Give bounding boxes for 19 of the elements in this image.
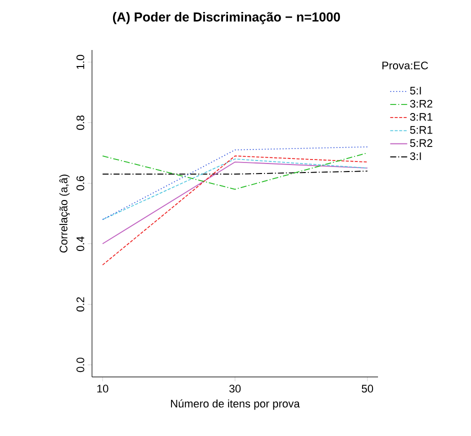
legend-title: Prova:EC: [382, 62, 428, 70]
y-tick-label: 0.4: [76, 236, 84, 251]
chart-title: (A) Poder de Discriminação − n=1000: [112, 12, 340, 24]
legend-label: 3:I: [410, 152, 421, 160]
y-tick-label: 0.8: [76, 116, 84, 130]
x-tick-label: 10: [97, 384, 108, 393]
legend-label: 3:R1: [410, 113, 432, 121]
y-tick-label: 0.2: [76, 297, 84, 312]
legend-label: 5:I: [410, 86, 421, 95]
y-tick-label: 0.0: [76, 358, 84, 372]
legend-label: 5:R1: [410, 126, 432, 134]
legend-label: 5:R2: [410, 139, 432, 147]
y-axis-title: Correlação (a,â): [59, 174, 70, 253]
legend-label: 3:R2: [410, 100, 432, 108]
x-tick-label: 30: [229, 384, 241, 393]
x-axis-title: Número de itens por prova: [171, 399, 300, 410]
x-tick-label: 50: [362, 384, 374, 393]
y-tick-label: 0.6: [76, 176, 84, 190]
y-tick-label: 1.0: [76, 54, 84, 69]
